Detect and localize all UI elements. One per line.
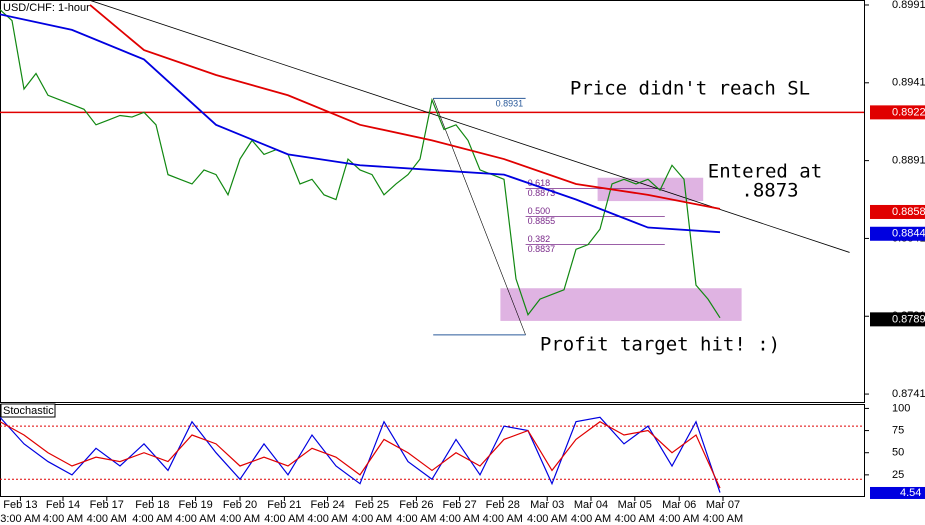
y-tick-label: 50: [892, 447, 904, 459]
time-label: 3:00 AM: [0, 513, 40, 525]
time-label: 4:00 AM: [439, 513, 479, 525]
time-label: 4:00 AM: [307, 513, 347, 525]
price-line: [0, 13, 721, 234]
stoch-title-box: [0, 403, 56, 418]
chart-title: USD/CHF: 1-hour: [3, 2, 90, 14]
time-label: 4:00 AM: [703, 513, 743, 525]
stoch-line: [0, 416, 721, 493]
x-tick-label: Feb 17: [90, 499, 124, 511]
time-label: 4:00 AM: [615, 513, 655, 525]
price-line: [89, 4, 721, 210]
time-label: 4:00 AM: [43, 513, 83, 525]
stoch-title: Stochastic: [3, 405, 54, 417]
price-zone: [500, 288, 742, 321]
y-tick-label: 25: [892, 469, 904, 481]
x-tick-label: Mar 05: [618, 499, 652, 511]
time-label: 4:00 AM: [132, 513, 172, 525]
y-tick-label: 0.8941: [892, 77, 925, 89]
x-tick-label: Feb 19: [178, 499, 212, 511]
time-label: 4:00 AM: [352, 513, 392, 525]
annotation: Price didn't reach SL: [570, 78, 810, 100]
time-label: 4:00 AM: [220, 513, 260, 525]
y-tick-label: 100: [892, 402, 910, 414]
x-tick-label: Feb 14: [46, 499, 80, 511]
price-tag: [870, 105, 925, 120]
annotation: Entered at: [708, 161, 822, 183]
fib-ratio: 0.618: [528, 178, 551, 188]
x-tick-label: Mar 07: [706, 499, 740, 511]
time-label: 4:00 AM: [527, 513, 567, 525]
fib-price: 0.8873: [528, 188, 556, 198]
time-label: 4:00 AM: [264, 513, 304, 525]
x-tick-label: Feb 25: [355, 499, 389, 511]
time-label: 4:00 AM: [87, 513, 127, 525]
time-label: 4:00 AM: [396, 513, 436, 525]
price-tag: [870, 226, 925, 241]
price-tag: [870, 204, 925, 219]
price-tag-label: 0.8858: [892, 206, 925, 218]
annotation: Profit target hit! :): [540, 334, 780, 356]
price-tag-label: 0.8844: [892, 228, 925, 240]
fib-high-label: 0.8931: [496, 99, 524, 109]
x-tick-label: Mar 03: [530, 499, 564, 511]
main-frame: [0, 0, 865, 403]
x-tick-label: Mar 06: [662, 499, 696, 511]
y-tick-label: 0.8891: [892, 155, 925, 167]
fib-trend: [432, 98, 526, 336]
time-label: 4:00 AM: [571, 513, 611, 525]
last-value-tag: [870, 486, 925, 499]
x-tick-label: Feb 21: [267, 499, 301, 511]
fib-price: 0.8855: [528, 216, 556, 226]
x-tick-label: Feb 27: [442, 499, 476, 511]
price-tag-label: 0.8789: [892, 313, 925, 325]
x-tick-label: Feb 28: [486, 499, 520, 511]
time-label: 4:00 AM: [483, 513, 523, 525]
x-tick-label: Feb 26: [399, 499, 433, 511]
x-tick-label: Feb 18: [135, 499, 169, 511]
time-label: 4:00 AM: [175, 513, 215, 525]
fib-price: 0.8837: [528, 244, 556, 254]
stoch-frame: [0, 404, 865, 497]
fib-ratio: 0.500: [528, 206, 551, 216]
x-tick-label: Feb 13: [3, 499, 37, 511]
price-tag-label: 0.8922: [892, 106, 925, 118]
last-value-label: 4.54: [900, 487, 921, 499]
x-tick-label: Feb 24: [310, 499, 344, 511]
y-tick-label: 0.8741: [892, 388, 925, 400]
price-tag: [870, 312, 925, 327]
x-tick-label: Feb 20: [223, 499, 257, 511]
annotation: .8873: [741, 180, 798, 202]
stoch-line: [0, 421, 721, 489]
x-tick-label: Mar 04: [574, 499, 608, 511]
price-line: [0, 9, 721, 319]
time-label: 4:00 AM: [659, 513, 699, 525]
y-tick-label: 75: [892, 424, 904, 436]
trendline: [89, 0, 850, 253]
y-tick-label: 0.8991: [892, 0, 925, 11]
fib-ratio: 0.382: [528, 234, 551, 244]
